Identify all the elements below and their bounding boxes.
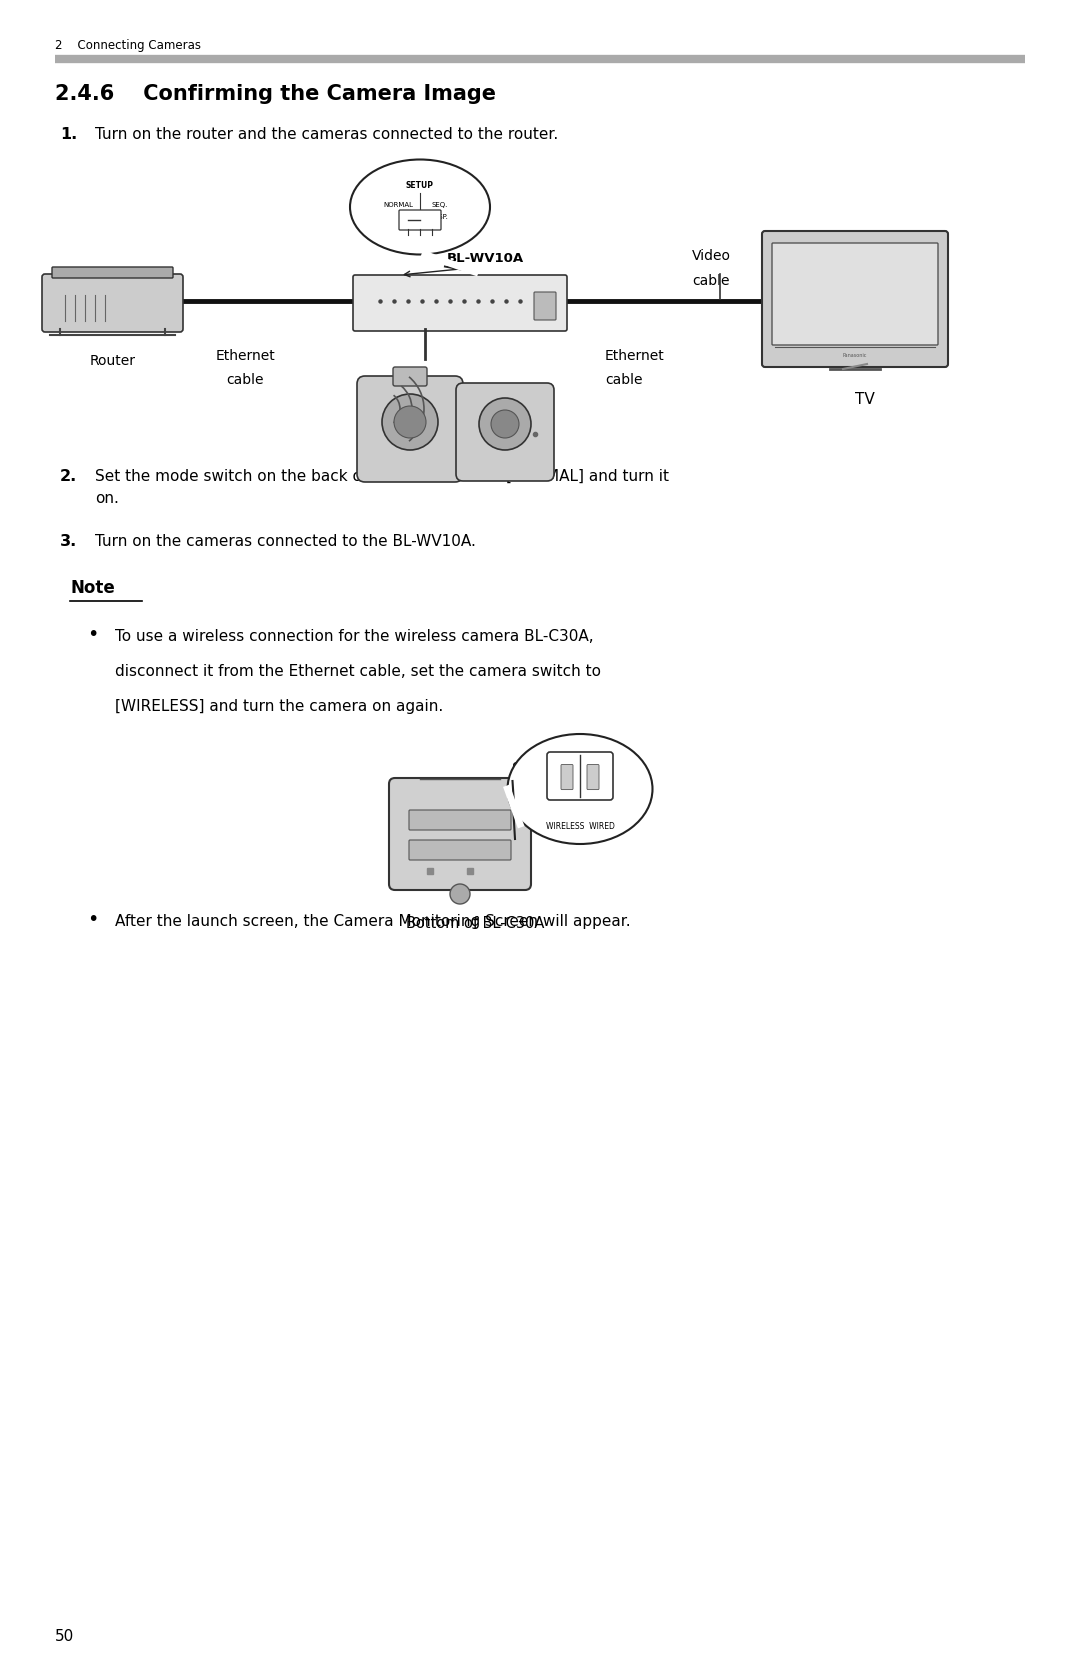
Text: Video: Video: [692, 249, 731, 264]
FancyBboxPatch shape: [393, 367, 427, 386]
Text: Bottom of BL-C30A: Bottom of BL-C30A: [406, 916, 544, 931]
Text: BL-WV10A: BL-WV10A: [446, 252, 524, 265]
Circle shape: [480, 397, 531, 451]
FancyBboxPatch shape: [357, 376, 463, 482]
FancyBboxPatch shape: [42, 274, 183, 332]
Circle shape: [450, 885, 470, 905]
Text: [WIRELESS] and turn the camera on again.: [WIRELESS] and turn the camera on again.: [114, 699, 443, 714]
Text: cable: cable: [692, 274, 729, 289]
Ellipse shape: [508, 734, 652, 845]
FancyBboxPatch shape: [546, 753, 613, 799]
Text: Turn on the cameras connected to the BL-WV10A.: Turn on the cameras connected to the BL-…: [95, 534, 476, 549]
Text: Panasonic: Panasonic: [842, 352, 867, 357]
Text: After the launch screen, the Camera Monitoring Screen will appear.: After the launch screen, the Camera Moni…: [114, 915, 631, 930]
FancyBboxPatch shape: [456, 382, 554, 481]
Text: disconnect it from the Ethernet cable, set the camera switch to: disconnect it from the Ethernet cable, s…: [114, 664, 600, 679]
Text: 2.: 2.: [60, 469, 78, 484]
FancyBboxPatch shape: [353, 275, 567, 330]
Text: WIRELESS  WIRED: WIRELESS WIRED: [545, 821, 615, 831]
Text: SEQ.: SEQ.: [432, 202, 448, 209]
FancyBboxPatch shape: [588, 764, 599, 789]
Text: Turn on the router and the cameras connected to the router.: Turn on the router and the cameras conne…: [95, 127, 558, 142]
Text: NORMAL: NORMAL: [383, 202, 413, 209]
FancyBboxPatch shape: [772, 244, 939, 345]
Circle shape: [394, 406, 426, 437]
Text: Ethernet: Ethernet: [215, 349, 275, 362]
Text: Set the mode switch on the back of the BL-WV10A to [NORMAL] and turn it
on.: Set the mode switch on the back of the B…: [95, 469, 669, 506]
FancyBboxPatch shape: [409, 840, 511, 860]
Text: •: •: [87, 624, 98, 644]
FancyBboxPatch shape: [389, 778, 531, 890]
Text: Switch: Switch: [512, 763, 561, 778]
FancyBboxPatch shape: [399, 210, 441, 230]
Text: cable: cable: [605, 372, 643, 387]
Text: TV: TV: [855, 392, 875, 407]
Text: 1.: 1.: [60, 127, 78, 142]
Text: 2.4.6    Confirming the Camera Image: 2.4.6 Confirming the Camera Image: [55, 83, 496, 103]
FancyBboxPatch shape: [561, 764, 573, 789]
Text: cable: cable: [226, 372, 264, 387]
Text: 2    Connecting Cameras: 2 Connecting Cameras: [55, 38, 201, 52]
Text: Ethernet: Ethernet: [605, 349, 665, 362]
FancyBboxPatch shape: [409, 809, 511, 829]
Text: 50: 50: [55, 1629, 75, 1644]
Text: SETUP: SETUP: [406, 180, 434, 190]
FancyBboxPatch shape: [52, 267, 173, 279]
Text: •: •: [87, 910, 98, 930]
Circle shape: [382, 394, 438, 451]
Text: Note: Note: [70, 579, 114, 598]
Circle shape: [491, 411, 519, 437]
Ellipse shape: [350, 160, 490, 254]
Text: Router: Router: [90, 354, 135, 367]
Text: To use a wireless connection for the wireless camera BL-C30A,: To use a wireless connection for the wir…: [114, 629, 594, 644]
Text: DISP.: DISP.: [432, 214, 448, 220]
Text: 3.: 3.: [60, 534, 78, 549]
FancyBboxPatch shape: [762, 230, 948, 367]
FancyBboxPatch shape: [534, 292, 556, 320]
